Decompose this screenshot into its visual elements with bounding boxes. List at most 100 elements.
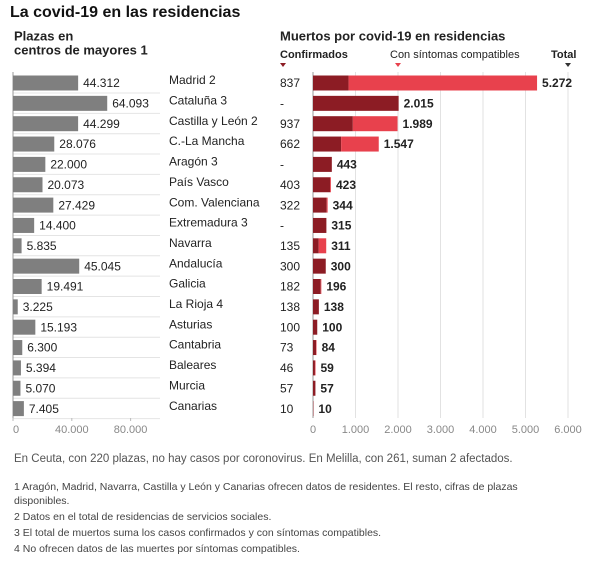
confirmed-label: 100 — [280, 320, 300, 334]
category-label: Aragón 3 — [169, 155, 218, 169]
bar-segment — [314, 360, 316, 376]
bar-segment — [313, 238, 319, 254]
value-label: 5.835 — [27, 239, 57, 253]
value-label: 5.070 — [25, 381, 55, 395]
bar-segment — [313, 75, 349, 91]
total-label: 443 — [337, 158, 357, 172]
total-label: 5.272 — [542, 76, 572, 90]
bar — [13, 75, 79, 91]
bar-segment — [341, 136, 379, 152]
total-label: 59 — [321, 361, 335, 375]
bar — [13, 279, 42, 294]
bar — [13, 319, 36, 335]
x-tick-label: 0 — [13, 424, 19, 436]
legend-label: Con síntomas compatibles — [390, 49, 520, 61]
category-label: Cantabria — [169, 338, 221, 352]
chart-title: Muertos por covid-19 en residencias — [280, 28, 505, 43]
category-label: País Vasco — [169, 175, 229, 189]
value-label: 6.300 — [27, 341, 57, 355]
value-label: 3.225 — [23, 300, 53, 314]
chart-title: Plazas en — [14, 28, 73, 43]
bar — [13, 380, 21, 396]
bar-segment — [320, 279, 322, 294]
x-tick-label: 4.000 — [469, 424, 497, 436]
legend-label: Confirmados — [280, 49, 348, 61]
bar — [13, 238, 22, 254]
x-tick-label: 40.000 — [55, 424, 89, 436]
legend-label: Total — [551, 49, 576, 61]
note: 2 Datos en el total de residencias de se… — [14, 511, 272, 523]
total-label: 1.547 — [384, 137, 414, 151]
chart: La covid-19 en las residencias Plazas en… — [10, 4, 582, 436]
category-label: Navarra — [169, 236, 212, 250]
x-tick-label: 2.000 — [384, 424, 412, 436]
bar-segment — [313, 299, 319, 315]
category-label: Murcia — [169, 378, 205, 392]
value-label: 44.312 — [83, 76, 120, 90]
chart-title: centros de mayores 1 — [14, 42, 148, 57]
legend-marker — [395, 63, 401, 67]
x-tick-label: 80.000 — [114, 424, 148, 436]
bar-segment — [313, 360, 315, 376]
value-label: 45.045 — [84, 259, 121, 273]
value-label: 20.073 — [48, 178, 85, 192]
category-label: Cataluña 3 — [169, 94, 227, 108]
value-label: 64.093 — [112, 97, 149, 111]
bar-segment — [330, 177, 331, 193]
bar — [13, 95, 108, 111]
x-tick-label: 0 — [310, 424, 316, 436]
bar — [313, 156, 332, 172]
bar — [13, 299, 18, 315]
bar — [13, 360, 21, 376]
bar-segment — [313, 136, 342, 152]
total-label: 84 — [322, 341, 336, 355]
x-tick-label: 6.000 — [554, 424, 582, 436]
bar-segment — [313, 319, 318, 335]
confirmed-label: - — [280, 97, 284, 111]
bar-segment — [313, 177, 331, 193]
confirmed-label: 837 — [280, 76, 300, 90]
confirmed-label: 57 — [280, 381, 294, 395]
category-label: Asturias — [169, 317, 212, 331]
value-label: 22.000 — [50, 158, 87, 172]
bar-segment — [313, 116, 353, 132]
bar — [313, 217, 327, 233]
total-label: 315 — [331, 219, 351, 233]
bar — [13, 177, 43, 193]
total-label: 196 — [326, 280, 346, 294]
bar-segment — [348, 75, 538, 91]
bar-segment — [313, 279, 321, 294]
total-label: 344 — [333, 198, 353, 212]
total-label: 100 — [322, 320, 342, 334]
confirmed-label: 300 — [280, 259, 300, 273]
total-label: 10 — [318, 402, 332, 416]
bar-segment — [313, 380, 316, 396]
confirmed-label: 937 — [280, 117, 300, 131]
legend-marker — [280, 63, 286, 67]
note: 3 El total de muertos suma los casos con… — [14, 527, 382, 539]
x-tick-label: 5.000 — [512, 424, 540, 436]
total-label: 1.989 — [403, 117, 433, 131]
total-label: 138 — [324, 300, 344, 314]
value-label: 44.299 — [83, 117, 120, 131]
bar-segment — [352, 116, 398, 132]
value-label: 5.394 — [26, 361, 56, 375]
confirmed-label: 138 — [280, 300, 300, 314]
bar-segment — [318, 238, 327, 254]
confirmed-label: 73 — [280, 341, 294, 355]
category-label: Baleares — [169, 358, 216, 372]
page-title: La covid-19 en las residencias — [10, 4, 240, 21]
bar — [13, 156, 46, 172]
value-label: 7.405 — [29, 402, 59, 416]
bar — [13, 401, 24, 417]
total-label: 423 — [336, 178, 356, 192]
confirmed-label: 662 — [280, 137, 300, 151]
confirmed-label: - — [280, 219, 284, 233]
bar — [313, 95, 399, 111]
total-label: 2.015 — [404, 97, 434, 111]
legend-marker — [565, 63, 571, 67]
total-label: 57 — [320, 381, 334, 395]
bar — [13, 136, 55, 152]
confirmed-label: 135 — [280, 239, 300, 253]
